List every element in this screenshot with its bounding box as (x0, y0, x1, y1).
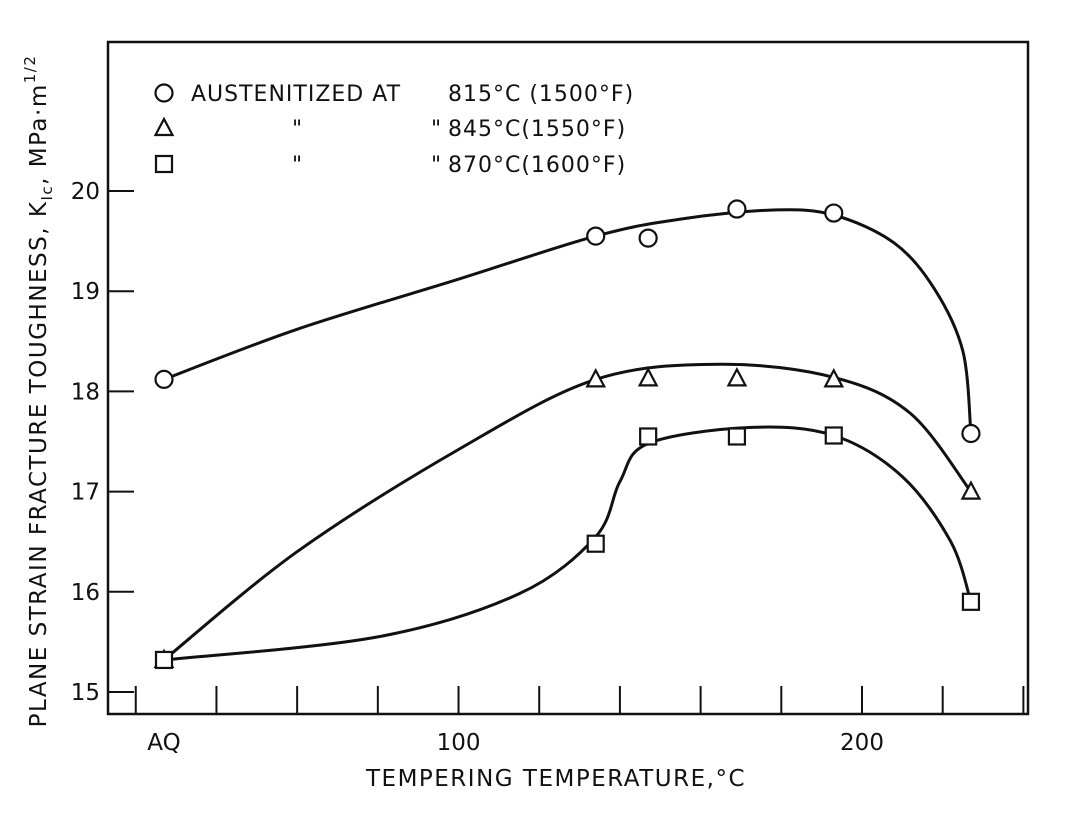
y-tick-label: 16 (71, 580, 100, 606)
data-point-square (639, 427, 658, 446)
data-point-triangle (726, 367, 748, 387)
data-point-triangle (637, 367, 659, 387)
legend-prefix: " " (292, 117, 442, 142)
y-tick-label: 19 (71, 279, 100, 305)
data-point-square (824, 426, 843, 445)
data-point-circle (638, 228, 658, 248)
legend-label: 870°C(1600°F) (448, 153, 626, 178)
x-tick-label: 100 (437, 730, 481, 756)
y-tick-label: 20 (71, 179, 100, 205)
x-axis-title: TEMPERING TEMPERATURE,°C (365, 766, 746, 792)
y-tick-label: 17 (71, 480, 100, 506)
data-point-circle (824, 203, 844, 223)
plot-frame (106, 40, 1030, 716)
legend-marker-square (154, 154, 174, 174)
data-point-square (961, 592, 981, 611)
data-point-triangle (823, 368, 845, 388)
y-axis-title: PLANE STRAIN FRACTURE TOUGHNESS, KIc, MP… (21, 55, 56, 728)
data-point-square (586, 534, 605, 553)
data-point-circle (586, 226, 606, 246)
series-line-circle (163, 208, 973, 434)
series-line-triangle (163, 362, 973, 662)
data-point-circle (727, 199, 747, 219)
data-point-circle (961, 423, 981, 444)
data-point-triangle (960, 480, 982, 500)
legend-label: 845°C(1550°F) (448, 117, 626, 142)
y-axis-title-subscript: Ic (38, 185, 56, 201)
y-axis-title-main: PLANE STRAIN FRACTURE TOUGHNESS, K (26, 201, 52, 728)
series-line-square (163, 425, 973, 662)
data-point-circle (154, 369, 174, 389)
x-tick-label: 200 (840, 730, 884, 756)
data-point-triangle (585, 368, 607, 388)
legend-marker-triangle (153, 116, 175, 137)
data-point-square (727, 427, 747, 446)
data-point-square (154, 650, 174, 670)
x-tick-label: AQ (147, 730, 180, 756)
legend-prefix: " " (292, 153, 442, 178)
y-axis-title-units: , MPa·m (26, 83, 52, 185)
legend-marker-circle (154, 83, 174, 103)
y-axis-title-superscript: 1/2 (21, 55, 39, 84)
y-tick-label: 15 (71, 680, 100, 706)
legend-label: 815°C (1500°F) (448, 82, 634, 107)
y-tick-label: 18 (71, 379, 100, 405)
legend-prefix: AUSTENITIZED AT (191, 82, 401, 107)
